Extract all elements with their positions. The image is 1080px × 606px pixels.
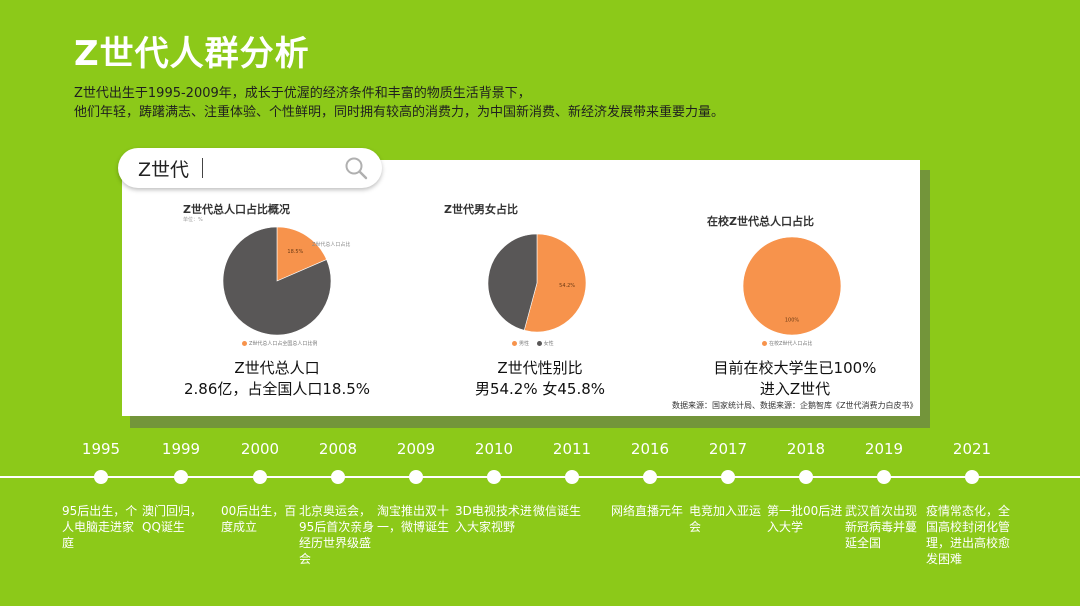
pie-slice-男性 (523, 233, 587, 333)
data-source: 数据来源：国家统计局、数据来源：企鹅智库《Z世代消费力白皮书》 (672, 401, 918, 410)
timeline-dot (565, 470, 579, 484)
chart-2-legend-b: 女性 (543, 341, 554, 347)
pie-slice-女性 (487, 233, 538, 331)
chart-2-title: Z世代男女占比 (444, 203, 518, 216)
search-icon[interactable] (344, 156, 368, 180)
timeline-year: 2018 (786, 440, 826, 458)
chart-3-legend: 在校Z世代人口占比 (762, 340, 812, 347)
chart-3-caption-line-2: 进入Z世代 (759, 380, 831, 398)
chart-2-caption-line-2: 男54.2% 女45.8% (474, 380, 606, 398)
timeline-line (0, 476, 1080, 478)
timeline-event: 淘宝推出双十一，微博诞生 (377, 504, 450, 534)
timeline-year: 1995 (81, 440, 121, 458)
page-title: Z世代人群分析 (74, 34, 310, 74)
timeline-year: 2008 (318, 440, 358, 458)
description-line-1: Z世代出生于1995-2009年，成长于优渥的经济条件和丰富的物质生活背景下， (74, 86, 531, 101)
chart-3-title: 在校Z世代总人口占比 (707, 215, 814, 228)
pie-slice-label: 18.5% (287, 249, 303, 255)
pie-slice-label: 54.2% (559, 283, 575, 289)
chart-3-legend-label: 在校Z世代人口占比 (769, 341, 813, 347)
chart-1-title: Z世代总人口占比概况 (183, 203, 290, 216)
chart-3-caption: 目前在校大学生已100% 进入Z世代 (690, 358, 900, 400)
timeline-event: 武汉首次出现新冠病毒并蔓延全国 (845, 504, 918, 550)
legend-dot (762, 341, 767, 346)
chart-3-caption-line-1: 目前在校大学生已100% (713, 359, 877, 377)
timeline-dot (721, 470, 735, 484)
pie-slice-label: 100% (785, 317, 800, 323)
timeline-event: 第一批00后进入大学 (767, 504, 843, 534)
timeline-dot (409, 470, 423, 484)
timeline-year: 2010 (474, 440, 514, 458)
chart-1-caption-line-2: 2.86亿，占全国人口18.5% (183, 380, 371, 398)
timeline-dot (94, 470, 108, 484)
timeline-dot (965, 470, 979, 484)
legend-dot (242, 341, 247, 346)
pie-slice-Z世代 (276, 226, 327, 282)
timeline-year: 1999 (161, 440, 201, 458)
timeline-year: 2021 (952, 440, 992, 458)
chart-2-legend-a: 男性 (519, 341, 530, 347)
chart-1-legend: Z世代总人口占全国总人口比例 (242, 340, 317, 347)
timeline-dot (487, 470, 501, 484)
pie-slice-其他 (222, 226, 332, 336)
timeline-event: 微信诞生 (533, 504, 582, 518)
timeline-dot (799, 470, 813, 484)
chart-1-caption: Z世代总人口 2.86亿，占全国人口18.5% (172, 358, 382, 400)
timeline-event: 3D电视技术进入大家视野 (455, 504, 532, 534)
timeline-dot (253, 470, 267, 484)
text-caret (202, 158, 203, 178)
timeline-event: 澳门回归，QQ诞生 (142, 504, 203, 534)
timeline-year: 2009 (396, 440, 436, 458)
search-box[interactable]: Z世代 (118, 148, 382, 188)
chart-2-pie: 54.2% (487, 233, 587, 333)
timeline-event: 疫情常态化，全国高校封闭化管理，进出高校愈发困难 (926, 504, 1011, 566)
timeline-year: 2017 (708, 440, 748, 458)
pie-slice-在校Z世代 (742, 236, 842, 336)
timeline-event: 00后出生，百度成立 (221, 504, 297, 534)
description: Z世代出生于1995-2009年，成长于优渥的经济条件和丰富的物质生活背景下， … (74, 84, 724, 122)
timeline-dot (877, 470, 891, 484)
chart-1-callout: Z世代总人口占比 (312, 242, 351, 248)
chart-2-legend: 男性 女性 (512, 340, 554, 347)
search-input[interactable]: Z世代 (138, 159, 190, 181)
timeline-event: 北京奥运会，95后首次亲身经历世界级盛会 (299, 504, 375, 566)
timeline-dot (331, 470, 345, 484)
timeline-year: 2016 (630, 440, 670, 458)
legend-dot (536, 341, 542, 346)
legend-dot (512, 341, 517, 346)
timeline-dot (174, 470, 188, 484)
chart-2-caption-line-1: Z世代性别比 (497, 359, 583, 377)
timeline-year: 2011 (552, 440, 592, 458)
chart-1-pie: 18.5% (222, 226, 332, 336)
chart-1-caption-line-1: Z世代总人口 (234, 359, 320, 377)
timeline-year: 2019 (864, 440, 904, 458)
chart-1-legend-label: Z世代总人口占全国总人口比例 (249, 341, 318, 347)
timeline-event: 网络直播元年 (611, 504, 684, 518)
description-line-2: 他们年轻，踌躇满志、注重体验、个性鲜明，同时拥有较高的消费力，为中国新消费、新经… (74, 105, 725, 120)
chart-3-pie: 100% (742, 236, 842, 336)
timeline-event: 95后出生，个人电脑走进家庭 (62, 504, 138, 550)
timeline-year: 2000 (240, 440, 280, 458)
chart-2-caption: Z世代性别比 男54.2% 女45.8% (440, 358, 640, 400)
chart-1-subtitle: 单位：% (183, 217, 203, 223)
timeline-event: 电竞加入亚运会 (689, 504, 762, 534)
timeline-dot (643, 470, 657, 484)
